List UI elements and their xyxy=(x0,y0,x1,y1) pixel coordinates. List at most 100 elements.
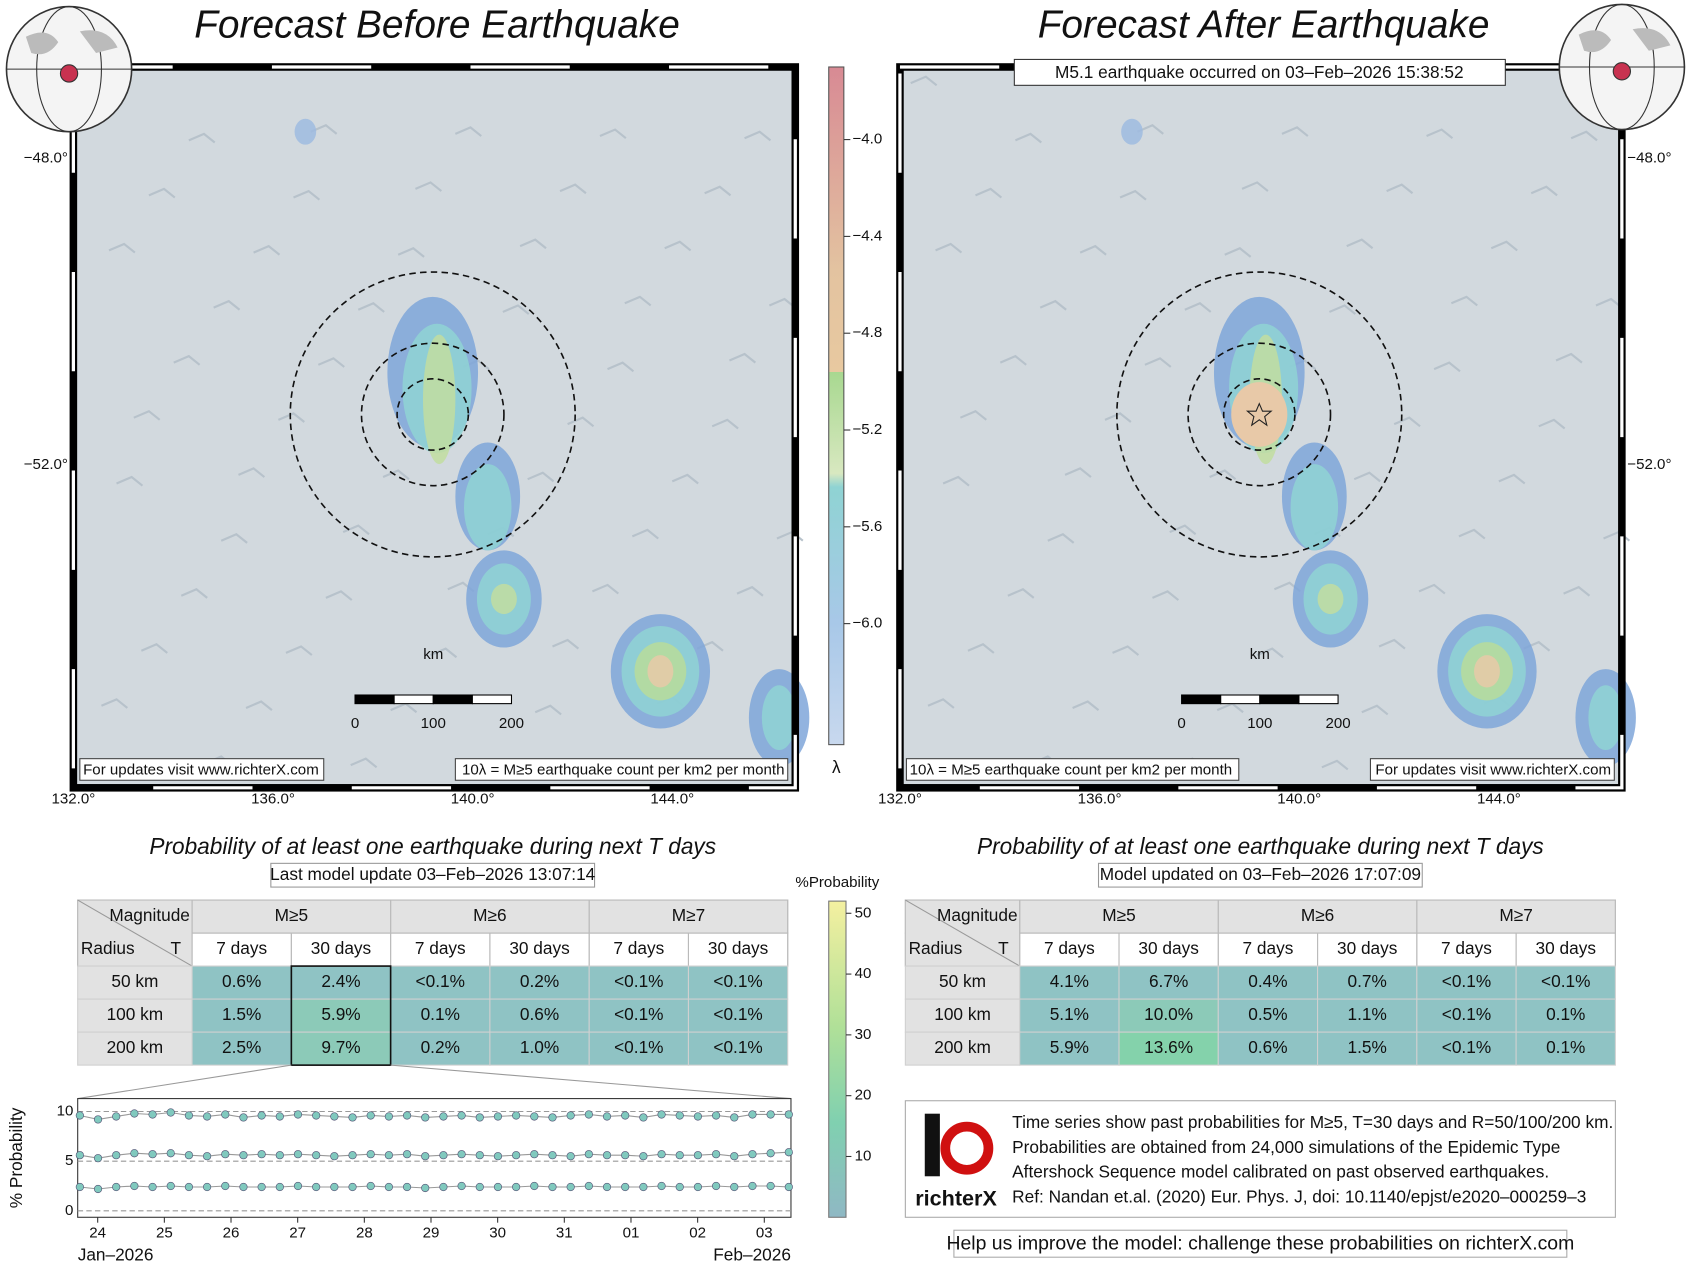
terrain-texture xyxy=(1433,361,1461,373)
data-point xyxy=(675,1182,684,1192)
terrain-texture xyxy=(567,416,595,428)
terrain-texture xyxy=(935,242,963,254)
x-tick-label: 02 xyxy=(689,1224,706,1241)
period-label: 7 days xyxy=(1441,938,1492,958)
corner-diagonal xyxy=(77,899,193,967)
scale-label: 100 xyxy=(1247,715,1272,732)
terrain-texture xyxy=(430,647,458,659)
data-point xyxy=(184,1111,194,1120)
data-point xyxy=(512,1182,521,1192)
data-point xyxy=(639,1113,648,1122)
header-magnitude: Magnitude xyxy=(937,905,1018,925)
lon-label: 136.0° xyxy=(1078,791,1122,808)
terrain-texture xyxy=(277,412,305,423)
scale-unit: km xyxy=(423,646,443,663)
forecast-rate-area xyxy=(490,583,517,615)
data-point xyxy=(439,1151,448,1160)
table-cell xyxy=(904,1031,1021,1066)
terrain-texture xyxy=(1007,588,1035,599)
terrain-texture xyxy=(1418,583,1446,595)
table-cell xyxy=(1416,998,1517,1033)
forecast-rate-area xyxy=(1474,655,1500,688)
table-cell-text: 13.6% xyxy=(1144,1037,1193,1057)
data-point xyxy=(93,1115,103,1124)
x-tick-label: 30 xyxy=(489,1224,506,1241)
data-point xyxy=(439,1112,448,1121)
forecast-rate-area xyxy=(1588,685,1623,751)
terrain-texture xyxy=(1321,759,1349,771)
data-point xyxy=(384,1112,393,1121)
data-point xyxy=(366,1150,375,1159)
terrain-texture xyxy=(1426,128,1454,140)
period-label: 30 days xyxy=(509,938,569,958)
data-point xyxy=(112,1182,121,1192)
info-line: Ref: Nandan et.al. (2020) Eur. Phys. J, … xyxy=(1012,1186,1586,1206)
lon-label: 140.0° xyxy=(1277,791,1321,808)
table-cell-text: 50 km xyxy=(111,971,158,991)
x-tick-label: 24 xyxy=(89,1224,106,1241)
data-point xyxy=(275,1182,284,1192)
terrain-texture xyxy=(133,409,161,421)
colorbar-tick-label: −4.8 xyxy=(852,324,882,341)
lambda-colorbar xyxy=(828,66,845,746)
data-point xyxy=(75,1111,84,1120)
data-point xyxy=(475,1182,484,1192)
data-point xyxy=(348,1182,357,1192)
terrain-texture xyxy=(1209,469,1237,481)
forecast-rate-area xyxy=(647,655,674,688)
terrain-texture xyxy=(1538,418,1566,430)
data-point xyxy=(148,1150,157,1159)
terrain-texture xyxy=(607,361,635,373)
terrain-texture xyxy=(1555,352,1583,364)
radius-circle xyxy=(396,378,470,451)
terrain-texture xyxy=(293,189,321,201)
data-point xyxy=(512,1151,521,1160)
terrain-texture xyxy=(1346,238,1374,250)
table-cell xyxy=(390,1031,491,1066)
x-tick-label: 29 xyxy=(423,1224,440,1241)
terrain-texture xyxy=(1184,302,1212,313)
data-point xyxy=(221,1110,230,1119)
table-cell-text: 200 km xyxy=(934,1037,991,1057)
radius-circle xyxy=(1222,378,1296,451)
note-box xyxy=(79,758,325,781)
data-point xyxy=(366,1111,375,1120)
terrain-texture xyxy=(1386,183,1414,195)
group-label: M≥5 xyxy=(1102,905,1135,925)
data-point xyxy=(148,1182,157,1192)
table-cell-text: 0.7% xyxy=(1348,971,1387,991)
terrain-texture xyxy=(1393,416,1421,428)
note-box xyxy=(454,758,789,781)
data-point xyxy=(530,1150,539,1159)
data-point xyxy=(166,1149,175,1158)
scale-segment xyxy=(393,694,434,705)
data-point xyxy=(439,1182,448,1192)
group-label: M≥6 xyxy=(1301,905,1334,925)
data-point xyxy=(348,1113,357,1122)
group-label: M≥7 xyxy=(672,905,705,925)
table-cell-text: 100 km xyxy=(107,1004,164,1024)
table-cell xyxy=(1019,965,1120,1000)
table-cell-text: <0.1% xyxy=(713,1004,762,1024)
table-subtitle: Last model update 03–Feb–2026 13:07:14 xyxy=(270,864,596,884)
info-line: Probabilities are obtained from 24,000 s… xyxy=(1012,1137,1560,1157)
data-point xyxy=(293,1150,303,1159)
table-cell xyxy=(1416,965,1517,1000)
data-point xyxy=(657,1110,666,1119)
data-point xyxy=(75,1151,84,1160)
data-point xyxy=(566,1152,575,1161)
terrain-texture xyxy=(671,473,699,485)
table-cell-text: 50 km xyxy=(939,971,986,991)
terrain-texture xyxy=(253,244,281,256)
table-cell xyxy=(1416,1031,1517,1066)
data-point xyxy=(293,1110,303,1119)
period-label: 7 days xyxy=(1243,938,1294,958)
data-point xyxy=(548,1113,557,1122)
table-cell-text: 0.6% xyxy=(222,971,261,991)
colorbar-tick-label: 20 xyxy=(855,1087,872,1104)
data-point xyxy=(166,1108,175,1117)
scale-segment xyxy=(1220,694,1261,705)
table-cell-text: 1.5% xyxy=(222,1004,261,1024)
data-point xyxy=(639,1152,648,1161)
map-title: Forecast Before Earthquake xyxy=(194,3,680,46)
